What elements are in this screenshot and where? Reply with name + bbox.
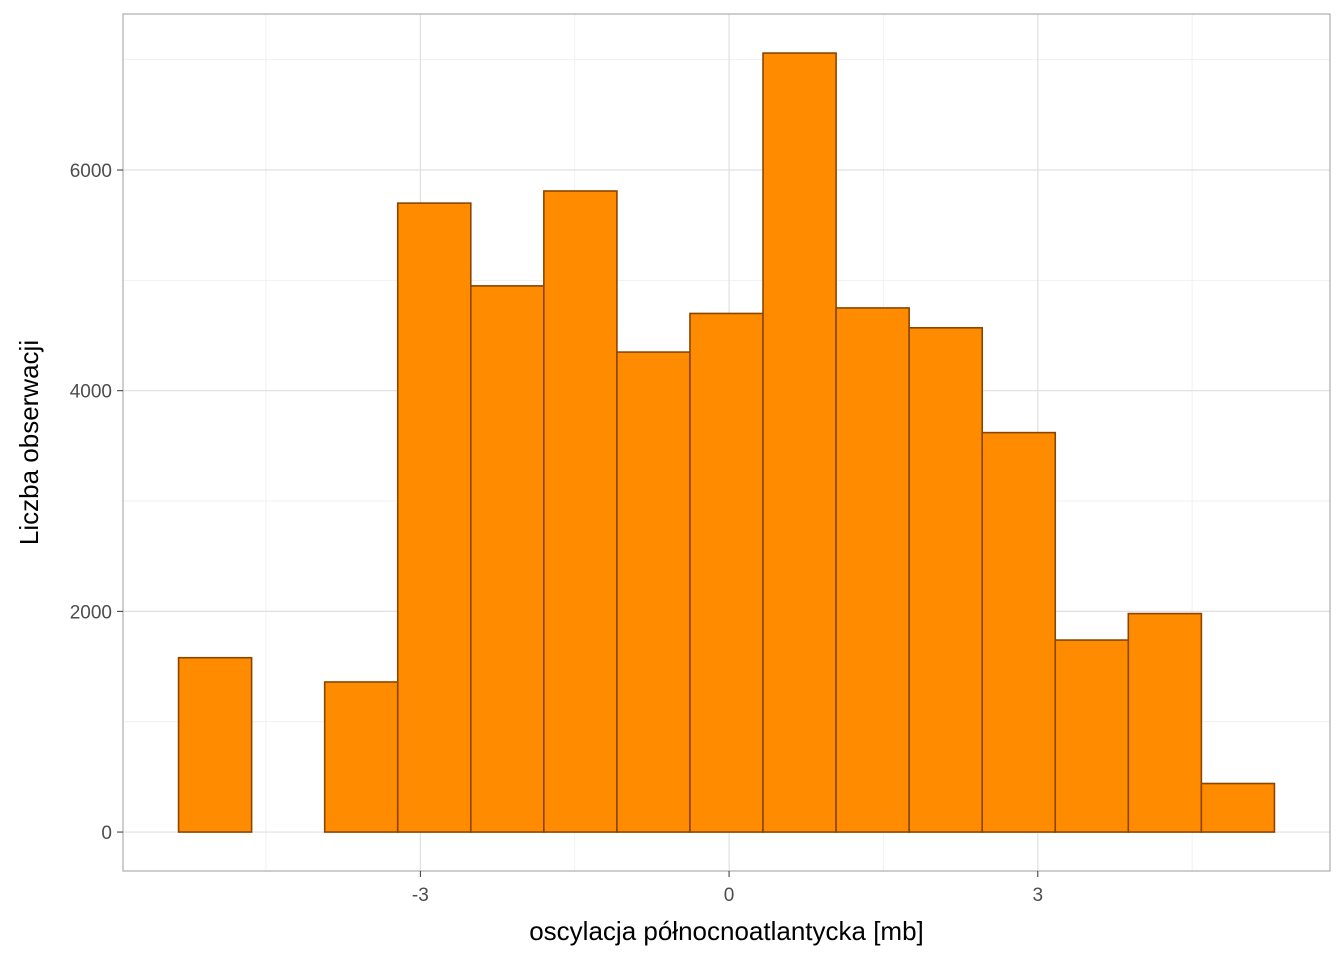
y-tick-label: 0 <box>101 823 112 844</box>
x-tick-label: 0 <box>724 885 735 906</box>
histogram-bar-7 <box>616 351 691 833</box>
histogram-bar-14 <box>1127 612 1203 833</box>
y-axis-title: Liczba obserwacji <box>14 340 44 545</box>
histogram-bar-12 <box>981 431 1057 833</box>
y-axis: 0 2000 4000 6000 <box>70 161 123 844</box>
histogram-bar-4 <box>396 202 472 833</box>
histogram-bar-5 <box>469 285 545 833</box>
histogram-bar-8 <box>689 312 764 833</box>
y-tick-label: 6000 <box>70 161 112 182</box>
x-tick-label: 3 <box>1032 885 1043 906</box>
histogram-bar-10 <box>835 307 910 833</box>
histogram-bar-1 <box>177 656 253 833</box>
y-tick-label: 4000 <box>70 382 112 403</box>
histogram-bar-9 <box>762 52 837 833</box>
x-axis-title: oscylacja północnoatlantycka [mb] <box>529 916 924 946</box>
x-tick-label: -3 <box>412 885 429 906</box>
histogram-bar-6 <box>543 190 618 833</box>
histogram-bar-13 <box>1054 639 1130 833</box>
histogram-bar-15 <box>1200 782 1276 833</box>
x-axis: -3 0 3 <box>412 871 1043 906</box>
panel-border <box>122 13 1331 872</box>
histogram-bar-11 <box>908 327 984 833</box>
histogram-bars <box>177 52 1276 833</box>
histogram-bar-3 <box>323 681 399 833</box>
y-tick-label: 2000 <box>70 602 112 623</box>
